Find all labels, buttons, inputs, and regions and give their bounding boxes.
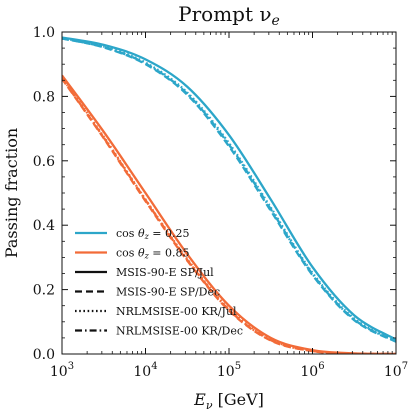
y-tick-label: 0.2 [33, 283, 55, 299]
x-tick-label: 104 [133, 361, 157, 380]
x-tick-label: 103 [50, 361, 74, 380]
x-axis-label: Eν [GeV] [193, 390, 264, 412]
series-line-4 [62, 37, 396, 343]
legend-label: MSIS-90-E SP/Jul [116, 266, 214, 279]
y-axis-label: Passing fraction [2, 128, 21, 258]
ticks: 0.0 0.2 0.4 0.6 0.8 1.0 103 104 105 106 107 [33, 25, 408, 380]
y-tick-label: 1.0 [33, 25, 55, 41]
legend-label: NRLMSISE-00 KR/Jul [116, 305, 237, 318]
legend-entry-2: cos θz = 0.85 [75, 247, 189, 261]
x-tick-label: 105 [217, 361, 241, 380]
series-line-3 [62, 36, 396, 343]
series-line-2 [62, 37, 396, 343]
x-tick-label: 107 [384, 361, 408, 380]
series-line-8 [62, 77, 396, 354]
chart-title: Prompt νe [178, 2, 280, 29]
series-lines [62, 36, 396, 354]
legend: cos θz = 0.25 cos θz = 0.85 MSIS-90-E SP/J… [75, 227, 243, 338]
legend-entry-4: MSIS-90-E SP/Dec [75, 286, 220, 299]
y-tick-label: 0.0 [33, 347, 55, 363]
legend-label: cos θz = 0.25 [116, 227, 189, 241]
y-tick-label: 0.6 [33, 154, 55, 170]
legend-entry-5: NRLMSISE-00 KR/Jul [75, 305, 237, 318]
legend-entry-3: MSIS-90-E SP/Jul [75, 266, 214, 279]
series-line-1 [62, 36, 396, 341]
legend-entry-1: cos θz = 0.25 [75, 227, 189, 241]
legend-entry-6: NRLMSISE-00 KR/Dec [75, 325, 243, 338]
y-tick-label: 0.8 [33, 89, 55, 105]
x-tick-label: 106 [300, 361, 324, 380]
y-tick-label: 0.4 [33, 218, 55, 234]
legend-label: MSIS-90-E SP/Dec [116, 286, 220, 299]
plot-area [62, 36, 396, 354]
legend-label: cos θz = 0.85 [116, 247, 189, 261]
legend-label: NRLMSISE-00 KR/Dec [116, 325, 243, 338]
